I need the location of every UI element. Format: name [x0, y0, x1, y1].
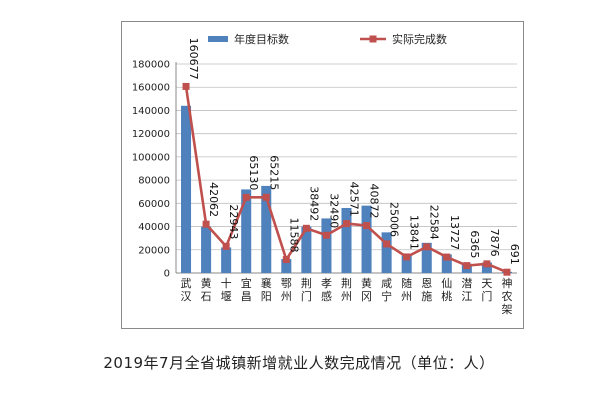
x-tick-label: 恩施	[421, 277, 432, 303]
bar-黄石	[201, 226, 212, 273]
data-label: 691	[508, 244, 521, 265]
bar-荆州	[341, 207, 352, 273]
y-tick-label: 0	[164, 269, 170, 280]
bar-襄阳	[261, 185, 272, 273]
x-tick-label: 仙桃	[441, 277, 452, 303]
x-tick-label: 黄石	[201, 276, 212, 303]
line-marker-十堰	[222, 242, 230, 250]
x-tick-label: 十堰	[221, 276, 232, 303]
chart-svg: 0 20000 40000 60000 80000 100000 120000 140000 1…	[132, 32, 521, 316]
legend-label-line: 实际完成数	[392, 32, 447, 46]
bar-咸宁	[381, 232, 392, 273]
y-tick-label: 120000	[132, 129, 170, 140]
x-tick-label: 随州	[401, 276, 412, 303]
y-tick-label: 160000	[132, 83, 170, 94]
x-tick-label: 天门	[481, 277, 492, 303]
line-marker-随州	[403, 253, 411, 261]
line-marker-襄阳	[262, 193, 270, 201]
y-tick-label: 40000	[138, 222, 170, 233]
bar-荆门	[301, 226, 312, 273]
x-tick-label: 荆门	[301, 277, 312, 303]
data-label: 32490	[327, 193, 340, 228]
x-tick-label: 孝感	[321, 277, 332, 303]
gridlines	[176, 63, 517, 251]
line-marker-恩施	[423, 243, 431, 251]
legend: 年度目标数 实际完成数	[208, 32, 447, 46]
line-marker-黄石	[202, 220, 210, 228]
data-label: 11588	[287, 218, 300, 253]
bar-随州	[401, 255, 412, 273]
data-label: 40872	[368, 184, 381, 219]
line-series	[182, 82, 511, 276]
bar-仙桃	[441, 254, 452, 273]
y-tick-label: 140000	[132, 106, 170, 117]
x-tick-label: 鄂州	[281, 277, 292, 303]
line-marker-鄂州	[282, 256, 290, 264]
y-tick-label: 100000	[132, 152, 170, 163]
data-label: 160677	[187, 38, 200, 80]
line-marker-黄冈	[363, 222, 371, 230]
data-label: 25006	[388, 202, 401, 237]
line-marker-武汉	[182, 82, 190, 90]
y-tick-label: 60000	[138, 199, 170, 210]
y-tick-label: 20000	[138, 245, 170, 256]
bar-黄冈	[361, 205, 372, 273]
data-labels: 160677 42062 22943 65130 65215 11588 38492 3249…	[187, 38, 521, 265]
data-label: 42062	[207, 182, 220, 217]
data-label: 13727	[448, 215, 461, 250]
data-label: 65215	[267, 155, 280, 190]
line-marker-荆门	[302, 224, 310, 232]
data-label: 6365	[468, 230, 481, 258]
bar-十堰	[221, 247, 232, 273]
x-tick-label: 黄冈	[361, 276, 372, 303]
bar-孝感	[321, 218, 332, 273]
legend-swatch-bar	[208, 36, 228, 42]
line-marker-潜江	[463, 262, 471, 270]
bar-恩施	[421, 242, 432, 273]
line-marker-仙桃	[443, 253, 451, 261]
bar-天门	[481, 262, 492, 273]
line-marker-咸宁	[383, 240, 391, 248]
x-tick-label: 神农架	[501, 276, 512, 316]
line-marker-孝感	[322, 231, 330, 239]
line-marker-神农架	[503, 268, 511, 276]
line-marker-宜昌	[242, 193, 250, 201]
legend-label-bar: 年度目标数	[234, 32, 289, 46]
x-tick-label: 襄阳	[261, 276, 272, 303]
data-label: 65130	[247, 155, 260, 190]
data-label: 22943	[227, 204, 240, 239]
bar-鄂州	[281, 259, 292, 273]
chart-caption: 2019年7月全省城镇新增就业人数完成情况（单位：人）	[103, 354, 495, 372]
bar-武汉	[181, 105, 192, 273]
legend-marker-line	[369, 35, 377, 43]
line-marker-天门	[483, 260, 491, 268]
data-label: 22584	[428, 205, 441, 240]
chart-frame: 0 20000 40000 60000 80000 100000 120000 140000 1…	[121, 21, 524, 329]
x-tick-label: 潜江	[461, 276, 472, 303]
data-label: 7876	[488, 229, 501, 257]
data-label: 42571	[348, 182, 361, 217]
x-tick-label: 武汉	[181, 277, 192, 303]
y-tick-label: 180000	[132, 60, 170, 71]
y-tick-label: 80000	[138, 176, 170, 187]
x-tick-label: 咸宁	[381, 277, 392, 303]
bar-宜昌	[241, 189, 252, 273]
line-marker-荆州	[343, 220, 350, 228]
data-label: 38492	[307, 186, 320, 221]
data-label: 13841	[408, 215, 421, 250]
bar-series	[181, 105, 512, 273]
x-tick-label: 荆州	[341, 277, 352, 303]
x-tick-label: 宜昌	[241, 276, 252, 303]
